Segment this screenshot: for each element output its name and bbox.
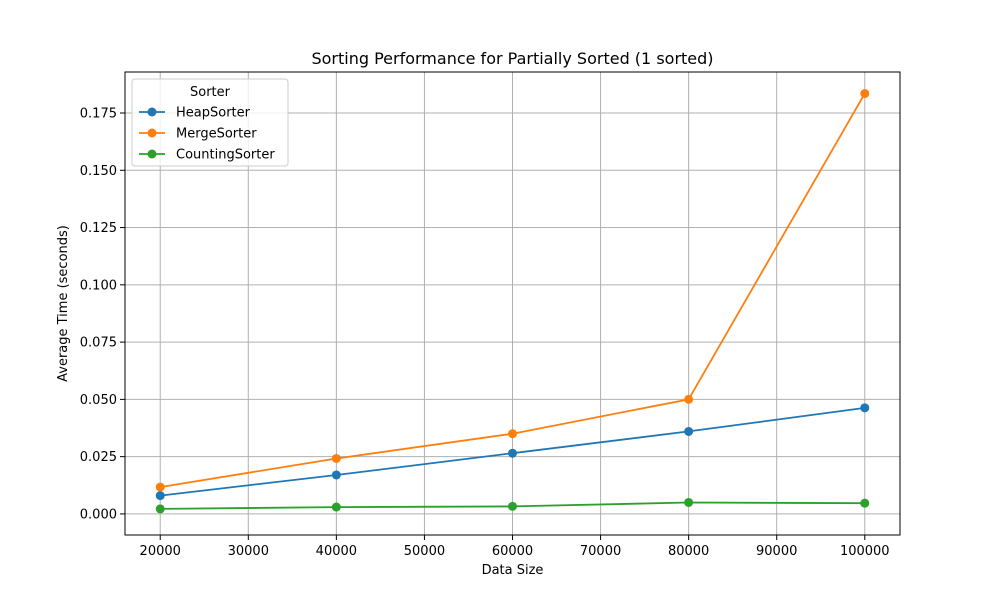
y-tick-label: 0.075: [80, 336, 117, 351]
data-point: [860, 89, 870, 99]
data-point: [508, 448, 517, 458]
legend-label: CountingSorter: [176, 148, 275, 163]
legend-entry: MergeSorter: [139, 127, 257, 142]
chart-title: Sorting Performance for Partially Sorted…: [311, 49, 713, 68]
data-point: [331, 453, 341, 463]
y-tick-label: 0.150: [80, 164, 117, 179]
legend-label: HeapSorter: [176, 106, 251, 121]
legend-marker: [147, 128, 157, 138]
x-tick-label: 20000: [140, 544, 181, 559]
legend-entries: HeapSorter MergeSorter CountingSorter: [139, 106, 275, 163]
y-tick-label: 0.000: [80, 507, 117, 522]
data-point: [155, 482, 165, 492]
legend-title: Sorter: [190, 85, 231, 100]
x-tick-label: 30000: [228, 544, 269, 559]
y-tick-label: 0.025: [80, 450, 117, 465]
x-axis-label: Data Size: [482, 563, 544, 578]
y-tick-label: 0.175: [80, 107, 117, 122]
ticks: 20000 30000 40000 50000 60000 70000 80000 90000…: [80, 107, 890, 559]
legend-entry: CountingSorter: [139, 148, 275, 163]
x-tick-label: 90000: [756, 544, 797, 559]
data-point: [860, 403, 870, 413]
y-axis-label: Average Time (seconds): [56, 225, 71, 382]
legend-entry: HeapSorter: [139, 106, 251, 121]
legend-label: MergeSorter: [176, 127, 257, 142]
data-point: [508, 429, 517, 439]
y-tick-label: 0.125: [80, 221, 117, 236]
data-point: [331, 470, 341, 480]
x-tick-label: 40000: [316, 544, 357, 559]
data-point: [684, 497, 694, 507]
series-HeapSorter: [155, 403, 870, 501]
y-tick-label: 0.100: [80, 278, 117, 293]
data-point: [684, 426, 694, 436]
x-tick-label: 100000: [840, 544, 890, 559]
data-point: [860, 498, 870, 508]
x-tick-label: 60000: [492, 544, 533, 559]
legend-marker: [147, 107, 157, 117]
data-point: [684, 394, 694, 404]
data-point: [508, 501, 517, 511]
data-point: [331, 502, 341, 512]
data-point: [155, 504, 165, 514]
legend: Sorter HeapSorter MergeSorter CountingSort…: [131, 78, 289, 167]
series-MergeSorter: [155, 89, 870, 492]
x-tick-label: 70000: [580, 544, 621, 559]
data-point: [155, 491, 165, 501]
legend-box: [131, 78, 289, 167]
legend-marker: [147, 149, 157, 159]
x-tick-label: 50000: [404, 544, 445, 559]
y-tick-label: 0.050: [80, 393, 117, 408]
x-tick-label: 80000: [668, 544, 709, 559]
series-CountingSorter: [155, 497, 870, 514]
series-layer: [155, 89, 870, 514]
